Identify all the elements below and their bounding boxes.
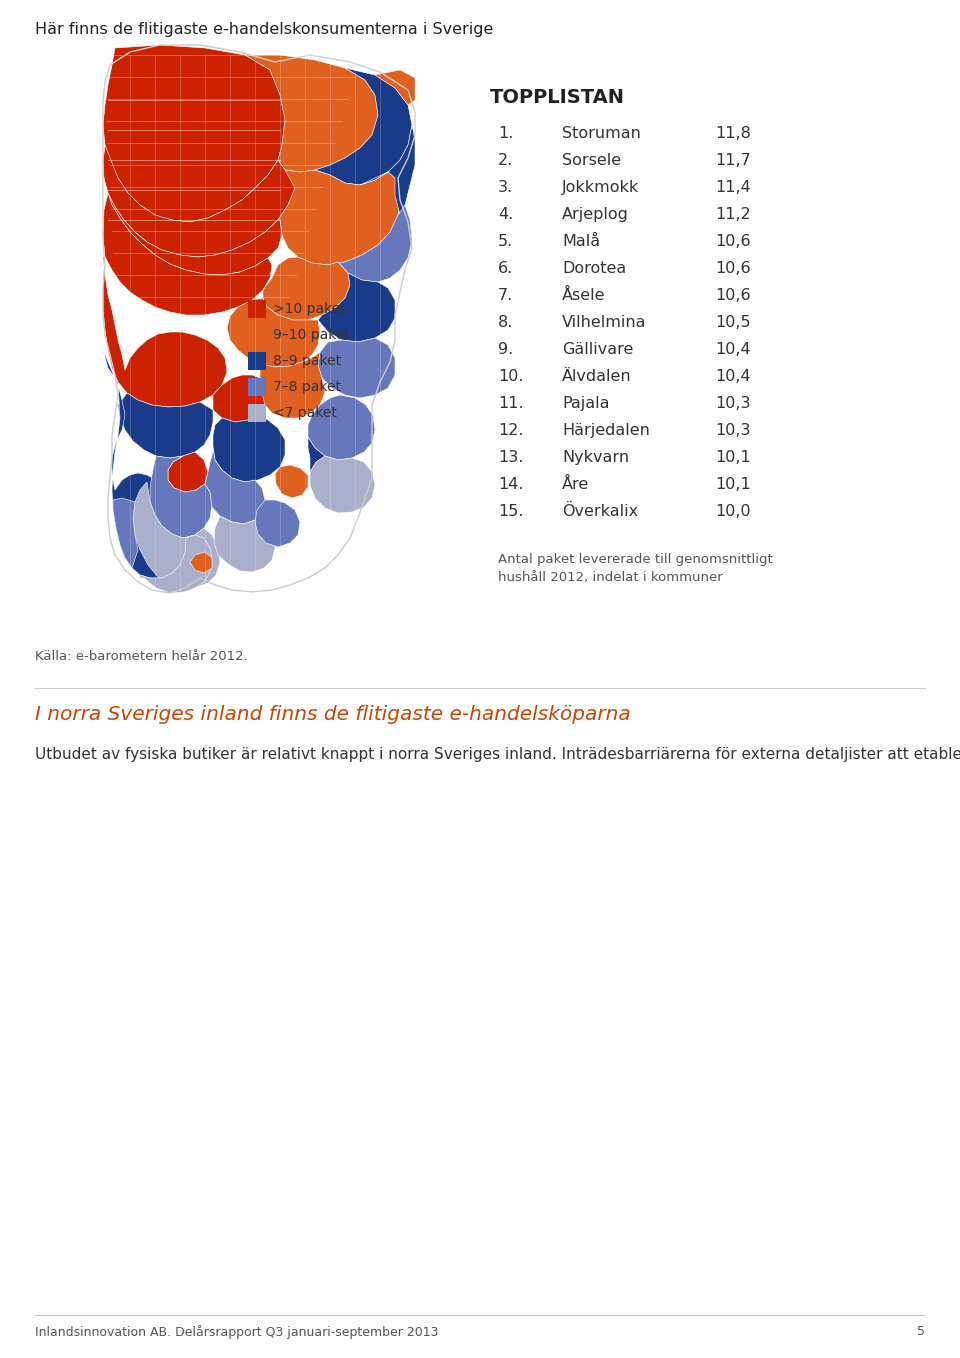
Polygon shape [263, 257, 350, 320]
Polygon shape [310, 456, 375, 513]
Text: 5: 5 [917, 1325, 925, 1338]
Text: 10,5: 10,5 [715, 315, 751, 330]
Text: I norra Sveriges inland finns de flitigaste e-handelsköparna: I norra Sveriges inland finns de flitiga… [35, 705, 631, 724]
Text: 10,1: 10,1 [715, 477, 751, 492]
Text: 3.: 3. [498, 181, 514, 196]
Bar [248, 352, 266, 369]
Text: 4.: 4. [498, 206, 514, 221]
Polygon shape [113, 498, 138, 568]
Bar [248, 378, 266, 397]
Polygon shape [260, 352, 325, 418]
Polygon shape [103, 257, 227, 407]
Polygon shape [328, 205, 412, 282]
Text: 6.: 6. [498, 261, 514, 276]
Text: 11,2: 11,2 [715, 206, 751, 221]
Text: 14.: 14. [498, 477, 523, 492]
Text: Dorotea: Dorotea [562, 261, 626, 276]
Text: Älvdalen: Älvdalen [562, 369, 632, 384]
Text: 12.: 12. [498, 422, 523, 439]
Text: Gällivare: Gällivare [562, 342, 634, 357]
Text: 10,3: 10,3 [715, 397, 751, 411]
Text: Överkalix: Överkalix [562, 504, 638, 519]
Text: Antal paket levererade till genomsnittligt
hushåll 2012, indelat i kommuner: Antal paket levererade till genomsnittli… [498, 553, 773, 584]
Text: 11.: 11. [498, 397, 523, 411]
Text: 11,8: 11,8 [715, 126, 751, 141]
Polygon shape [103, 350, 186, 579]
Text: Källa: e-barometern helår 2012.: Källa: e-barometern helår 2012. [35, 650, 248, 663]
Text: Utbudet av fysiska butiker är relativt knappt i norra Sveriges inland. Inträdesb: Utbudet av fysiska butiker är relativt k… [35, 746, 960, 762]
Polygon shape [133, 482, 220, 588]
Text: Nykvarn: Nykvarn [562, 449, 629, 464]
Polygon shape [150, 456, 212, 538]
Text: 7.: 7. [498, 288, 514, 303]
Text: 10,6: 10,6 [715, 261, 751, 276]
Text: 2.: 2. [498, 153, 514, 168]
Polygon shape [205, 447, 265, 524]
Polygon shape [103, 45, 285, 221]
Text: Vilhelmina: Vilhelmina [562, 315, 646, 330]
Text: 8.: 8. [498, 315, 514, 330]
Polygon shape [227, 297, 320, 367]
Text: Sorsele: Sorsele [562, 153, 621, 168]
Bar [248, 300, 266, 318]
Polygon shape [108, 193, 282, 276]
Polygon shape [190, 551, 212, 573]
Text: 10,1: 10,1 [715, 449, 751, 464]
Text: Arjeplog: Arjeplog [562, 206, 629, 221]
Text: 10,0: 10,0 [715, 504, 751, 519]
Text: Härjedalen: Härjedalen [562, 422, 650, 439]
Text: 10,3: 10,3 [715, 422, 751, 439]
Text: 13.: 13. [498, 449, 523, 464]
Text: Malå: Malå [562, 234, 600, 249]
Text: 10,6: 10,6 [715, 234, 751, 249]
Polygon shape [255, 500, 300, 547]
Text: Inlandsinnovation AB. Delårsrapport Q3 januari-september 2013: Inlandsinnovation AB. Delårsrapport Q3 j… [35, 1325, 439, 1339]
Text: 10,4: 10,4 [715, 342, 751, 357]
Polygon shape [140, 535, 212, 593]
Text: Pajala: Pajala [562, 397, 610, 411]
Bar [248, 326, 266, 344]
Polygon shape [103, 145, 300, 257]
Polygon shape [360, 125, 415, 215]
Text: 9.: 9. [498, 342, 514, 357]
Text: 10,4: 10,4 [715, 369, 751, 384]
Text: 9–10 paket: 9–10 paket [273, 329, 349, 342]
Polygon shape [168, 452, 208, 492]
Text: 10.: 10. [498, 369, 523, 384]
Polygon shape [213, 416, 285, 482]
Text: 7–8 paket: 7–8 paket [273, 380, 341, 394]
Text: Storuman: Storuman [562, 126, 641, 141]
Text: 1.: 1. [498, 126, 514, 141]
Polygon shape [278, 170, 400, 265]
Polygon shape [118, 392, 213, 458]
Polygon shape [275, 464, 308, 498]
Text: 8–9 paket: 8–9 paket [273, 354, 341, 368]
Text: >10 paket: >10 paket [273, 301, 346, 316]
Text: 11,7: 11,7 [715, 153, 751, 168]
Polygon shape [315, 68, 412, 185]
Text: Åre: Åre [562, 477, 589, 492]
Text: 11,4: 11,4 [715, 181, 751, 196]
Text: 10,6: 10,6 [715, 288, 751, 303]
Polygon shape [245, 56, 378, 172]
Polygon shape [213, 375, 268, 422]
Text: 15.: 15. [498, 504, 523, 519]
Polygon shape [214, 516, 275, 572]
Polygon shape [375, 71, 415, 105]
Polygon shape [308, 395, 375, 460]
Text: TOPPLISTAN: TOPPLISTAN [490, 88, 625, 107]
Text: 5.: 5. [498, 234, 514, 249]
Text: Åsele: Åsele [562, 288, 606, 303]
Text: Här finns de flitigaste e-handelskonsumenterna i Sverige: Här finns de flitigaste e-handelskonsume… [35, 22, 493, 37]
Polygon shape [318, 338, 395, 398]
Bar [248, 403, 266, 422]
Text: Jokkmokk: Jokkmokk [562, 181, 639, 196]
Polygon shape [103, 193, 272, 315]
Polygon shape [308, 437, 325, 473]
Text: <7 paket: <7 paket [273, 406, 337, 420]
Polygon shape [318, 273, 395, 342]
